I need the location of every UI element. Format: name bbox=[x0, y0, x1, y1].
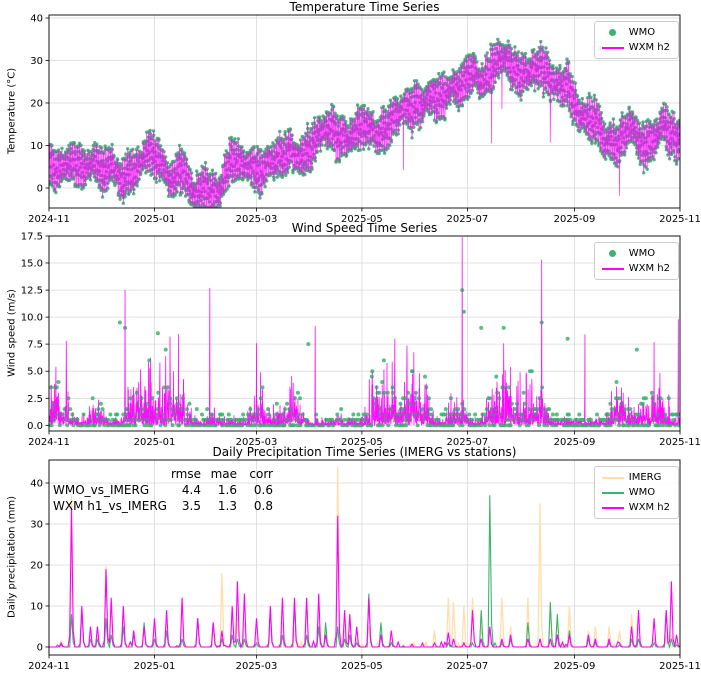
svg-text:20: 20 bbox=[30, 99, 43, 110]
temperature-legend: WMO WXM h2 bbox=[593, 21, 679, 59]
ticks-temperature bbox=[45, 17, 681, 212]
stats-value-corr: 0.6 bbox=[253, 483, 273, 497]
stats-value-mae: 1.3 bbox=[217, 499, 237, 513]
svg-text:12.5: 12.5 bbox=[21, 286, 43, 297]
wmo-dot-swatch bbox=[600, 250, 626, 257]
ticks-wind bbox=[45, 235, 681, 435]
legend-label-wmo: WMO bbox=[628, 27, 656, 38]
svg-text:30: 30 bbox=[30, 520, 43, 531]
svg-text:2.5: 2.5 bbox=[27, 394, 43, 405]
precipitation-y-axis-label: Daily precipitation (mm) bbox=[6, 496, 18, 618]
wind-chart-title: Wind Speed Time Series bbox=[291, 221, 438, 235]
stats-row-name: WXM h1_vs_IMERG bbox=[53, 499, 167, 513]
svg-text:2025-03: 2025-03 bbox=[236, 661, 278, 672]
legend-label-wxm: WXM h2 bbox=[628, 263, 670, 274]
legend-item-wmo: WMO bbox=[600, 247, 670, 260]
wxm-temperature-line bbox=[49, 39, 680, 208]
temperature-chart-title: Temperature Time Series bbox=[289, 0, 440, 14]
legend-label-wmo: WMO bbox=[628, 487, 656, 498]
wmo-dot-swatch bbox=[600, 29, 626, 36]
ticks-precipitation bbox=[45, 482, 681, 659]
imerg-line-swatch bbox=[600, 476, 626, 479]
stats-annotation: rmse mae corr WMO_vs_IMERG 4.4 1.6 0.6 W… bbox=[53, 466, 273, 514]
svg-text:10: 10 bbox=[30, 141, 43, 152]
svg-text:20: 20 bbox=[30, 561, 43, 572]
stats-header-row: rmse mae corr bbox=[53, 466, 273, 482]
svg-text:2025-05: 2025-05 bbox=[341, 661, 383, 672]
svg-text:2024-11: 2024-11 bbox=[28, 661, 70, 672]
legend-item-wmo: WMO bbox=[600, 486, 670, 499]
svg-text:15.0: 15.0 bbox=[21, 259, 43, 270]
stats-value-corr: 0.8 bbox=[253, 499, 273, 513]
stats-col-corr: corr bbox=[249, 467, 273, 481]
svg-text:40: 40 bbox=[30, 14, 43, 25]
stats-value-mae: 1.6 bbox=[217, 483, 237, 497]
wxm-precip-line bbox=[49, 507, 680, 649]
wxm-line-swatch bbox=[600, 46, 626, 49]
svg-text:30: 30 bbox=[30, 56, 43, 67]
svg-text:0.0: 0.0 bbox=[27, 421, 43, 432]
wxm-line-swatch bbox=[600, 506, 626, 509]
svg-text:0: 0 bbox=[37, 643, 43, 654]
svg-text:17.5: 17.5 bbox=[21, 232, 43, 243]
stats-col-mae: mae bbox=[210, 467, 237, 481]
wxm-line-swatch bbox=[600, 267, 626, 270]
svg-text:7.5: 7.5 bbox=[27, 340, 43, 351]
stats-row-wxm: WXM h1_vs_IMERG 3.5 1.3 0.8 bbox=[53, 498, 273, 514]
wmo-line-swatch bbox=[600, 491, 626, 494]
svg-text:2025-11: 2025-11 bbox=[659, 661, 701, 672]
tick-labels-temperature: 2024-11 2025-01 2025-03 2025-05 2025-07 2025-… bbox=[28, 14, 701, 226]
tick-labels-precipitation: 2024-11 2025-01 2025-03 2025-05 2025-07 2025-… bbox=[28, 479, 701, 673]
temperature-y-axis-label: Temperature (°C) bbox=[6, 67, 18, 155]
svg-text:0: 0 bbox=[37, 184, 43, 195]
svg-text:10: 10 bbox=[30, 602, 43, 613]
legend-label-wxm: WXM h2 bbox=[628, 502, 670, 513]
legend-item-wxm: WXM h2 bbox=[600, 501, 670, 514]
legend-label-wxm: WXM h2 bbox=[628, 42, 670, 53]
stats-row-wmo: WMO_vs_IMERG 4.4 1.6 0.6 bbox=[53, 482, 273, 498]
stats-value-rmse: 3.5 bbox=[181, 499, 201, 513]
svg-text:2025-01: 2025-01 bbox=[134, 661, 176, 672]
wind-y-axis-label: Wind speed (m/s) bbox=[6, 289, 18, 377]
stats-col-rmse: rmse bbox=[170, 467, 201, 481]
stats-value-rmse: 4.4 bbox=[181, 483, 201, 497]
precipitation-legend: IMERG WMO WXM h2 bbox=[593, 466, 679, 519]
wind-legend: WMO WXM h2 bbox=[593, 242, 679, 280]
svg-text:10.0: 10.0 bbox=[21, 313, 43, 324]
precipitation-chart-title: Daily Precipitation Time Series (IMERG v… bbox=[212, 445, 517, 459]
legend-item-wmo: WMO bbox=[600, 26, 670, 39]
legend-item-wxm: WXM h2 bbox=[600, 41, 670, 54]
legend-label-wmo: WMO bbox=[628, 248, 656, 259]
svg-text:2025-09: 2025-09 bbox=[554, 661, 596, 672]
tick-labels-wind: 2024-11 2025-01 2025-03 2025-05 2025-07 2025-… bbox=[21, 232, 701, 449]
svg-text:5.0: 5.0 bbox=[27, 367, 43, 378]
svg-text:40: 40 bbox=[30, 479, 43, 490]
svg-text:2025-07: 2025-07 bbox=[447, 661, 489, 672]
stats-row-name: WMO_vs_IMERG bbox=[53, 483, 150, 497]
legend-label-imerg: IMERG bbox=[628, 472, 662, 483]
legend-item-imerg: IMERG bbox=[600, 471, 670, 484]
legend-item-wxm: WXM h2 bbox=[600, 262, 670, 275]
